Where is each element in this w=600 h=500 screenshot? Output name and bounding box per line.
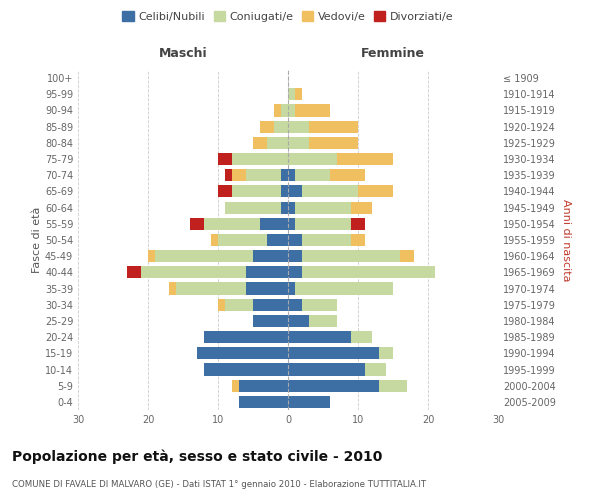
Bar: [288, 380, 379, 392]
Bar: [302, 234, 351, 246]
Bar: [260, 120, 274, 132]
Bar: [288, 169, 295, 181]
Text: COMUNE DI FAVALE DI MALVARO (GE) - Dati ISTAT 1° gennaio 2010 - Elaborazione TUT: COMUNE DI FAVALE DI MALVARO (GE) - Dati …: [12, 480, 426, 489]
Bar: [358, 186, 393, 198]
Bar: [288, 250, 302, 262]
Bar: [309, 120, 358, 132]
Bar: [218, 153, 232, 165]
Bar: [288, 348, 379, 360]
Bar: [400, 250, 414, 262]
Bar: [288, 186, 302, 198]
Bar: [288, 234, 302, 246]
Bar: [281, 169, 288, 181]
Bar: [288, 218, 295, 230]
Bar: [197, 348, 288, 360]
Bar: [288, 282, 295, 294]
Bar: [379, 348, 393, 360]
Bar: [288, 315, 309, 327]
Bar: [295, 218, 351, 230]
Bar: [365, 364, 386, 376]
Bar: [246, 169, 281, 181]
Bar: [295, 104, 330, 117]
Bar: [351, 331, 372, 343]
Bar: [141, 266, 246, 278]
Text: Femmine: Femmine: [361, 48, 425, 60]
Bar: [337, 153, 393, 165]
Bar: [295, 169, 330, 181]
Bar: [281, 202, 288, 213]
Bar: [211, 234, 218, 246]
Bar: [204, 364, 288, 376]
Y-axis label: Anni di nascita: Anni di nascita: [561, 198, 571, 281]
Bar: [281, 186, 288, 198]
Bar: [232, 186, 281, 198]
Bar: [288, 104, 295, 117]
Bar: [309, 137, 358, 149]
Bar: [288, 331, 351, 343]
Bar: [274, 120, 288, 132]
Bar: [127, 266, 141, 278]
Bar: [288, 266, 302, 278]
Bar: [253, 137, 267, 149]
Bar: [295, 202, 351, 213]
Bar: [239, 396, 288, 408]
Bar: [274, 104, 281, 117]
Bar: [288, 137, 309, 149]
Bar: [176, 282, 246, 294]
Bar: [288, 153, 337, 165]
Bar: [239, 380, 288, 392]
Text: Popolazione per età, sesso e stato civile - 2010: Popolazione per età, sesso e stato civil…: [12, 450, 382, 464]
Bar: [302, 266, 435, 278]
Bar: [253, 315, 288, 327]
Bar: [253, 250, 288, 262]
Bar: [302, 186, 358, 198]
Bar: [288, 202, 295, 213]
Text: Maschi: Maschi: [158, 48, 208, 60]
Bar: [218, 234, 267, 246]
Bar: [204, 218, 260, 230]
Bar: [253, 298, 288, 311]
Bar: [260, 218, 288, 230]
Bar: [232, 380, 239, 392]
Bar: [148, 250, 155, 262]
Bar: [309, 315, 337, 327]
Bar: [225, 169, 232, 181]
Bar: [218, 186, 232, 198]
Bar: [246, 282, 288, 294]
Bar: [351, 234, 365, 246]
Bar: [155, 250, 253, 262]
Bar: [295, 282, 393, 294]
Bar: [288, 364, 365, 376]
Bar: [169, 282, 176, 294]
Bar: [267, 234, 288, 246]
Bar: [232, 169, 246, 181]
Bar: [351, 202, 372, 213]
Bar: [288, 298, 302, 311]
Bar: [225, 298, 253, 311]
Bar: [246, 266, 288, 278]
Bar: [302, 250, 400, 262]
Bar: [351, 218, 365, 230]
Bar: [225, 202, 281, 213]
Bar: [281, 104, 288, 117]
Y-axis label: Fasce di età: Fasce di età: [32, 207, 42, 273]
Bar: [218, 298, 225, 311]
Bar: [302, 298, 337, 311]
Bar: [330, 169, 365, 181]
Bar: [267, 137, 288, 149]
Bar: [204, 331, 288, 343]
Bar: [288, 88, 295, 101]
Bar: [295, 88, 302, 101]
Bar: [288, 120, 309, 132]
Bar: [232, 153, 288, 165]
Bar: [288, 396, 330, 408]
Bar: [190, 218, 204, 230]
Legend: Celibi/Nubili, Coniugati/e, Vedovi/e, Divorziati/e: Celibi/Nubili, Coniugati/e, Vedovi/e, Di…: [119, 8, 457, 25]
Bar: [379, 380, 407, 392]
